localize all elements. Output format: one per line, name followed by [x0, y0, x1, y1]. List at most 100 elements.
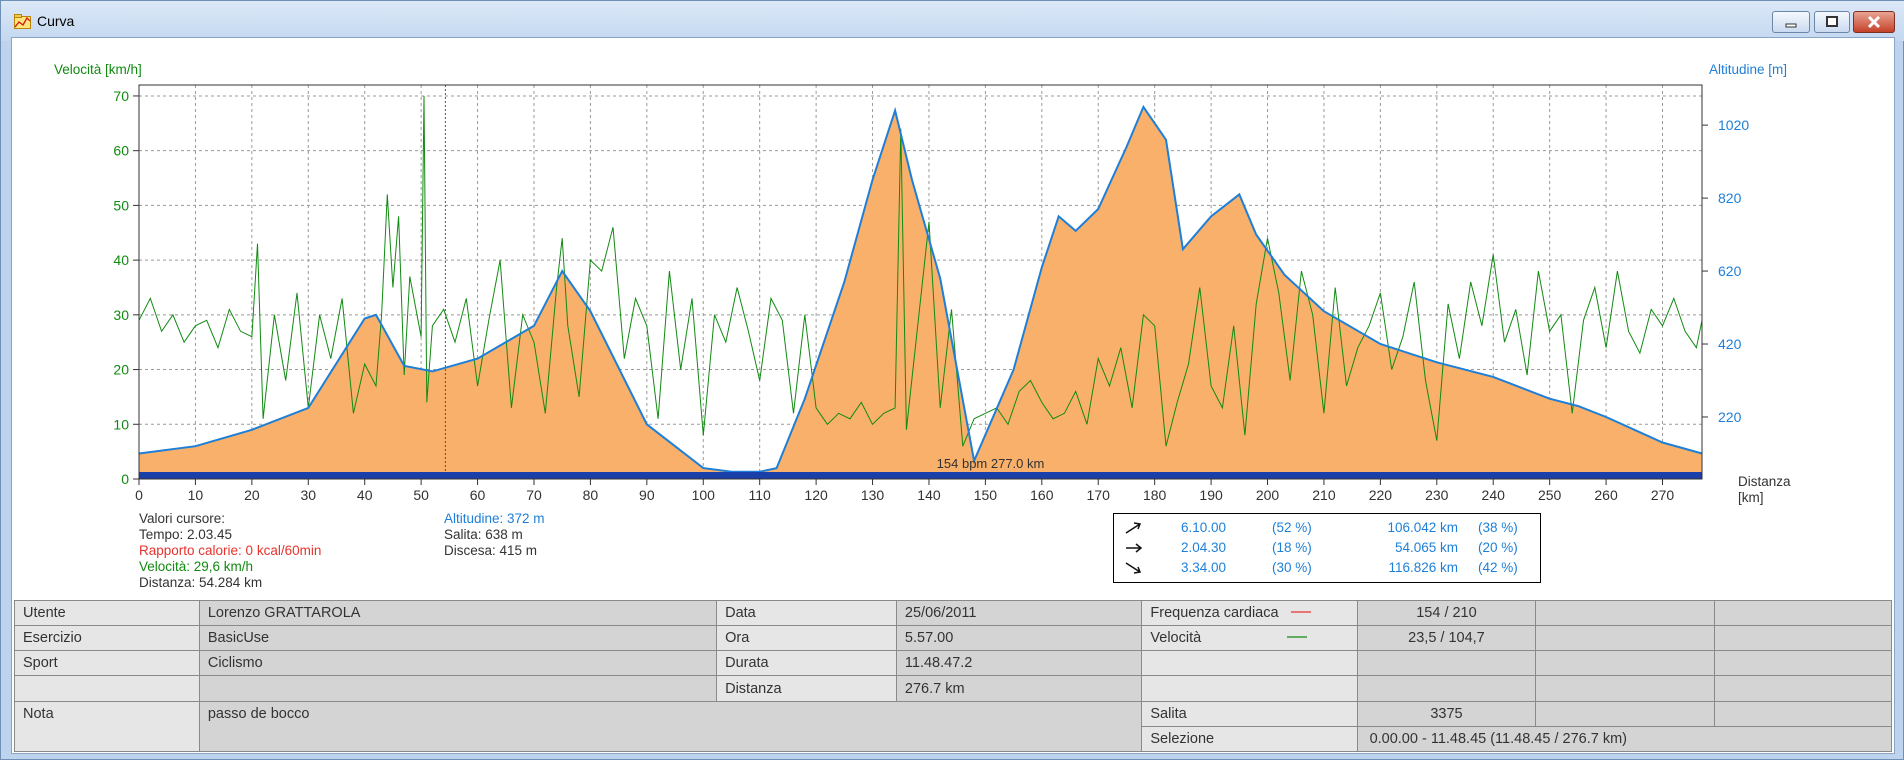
- x-tick-label: 120: [804, 487, 828, 503]
- hr-legend-line: [1290, 611, 1311, 613]
- vel-value: 23,5 / 104,7: [1356, 625, 1537, 652]
- table-row: Esercizio BasicUse Ora 5.57.00 Velocità …: [14, 625, 1892, 652]
- chart-panel: 154 bpm 277.0 km 0 10 20 30 40 50 60 70 80 90 100 11…: [11, 37, 1895, 754]
- sport-value: Ciclismo: [198, 650, 718, 677]
- empty-cell: [14, 675, 200, 702]
- x-tick-label: 200: [1256, 487, 1280, 503]
- uphill-time: 6.10.00: [1181, 520, 1227, 535]
- table-row: Selezione 0.00.00 - 11.48.45 (11.48.45 /…: [15, 725, 1893, 753]
- ora-value: 5.57.00: [895, 625, 1143, 652]
- x-tick-label: 90: [639, 487, 655, 503]
- table-row: Nota passo de bocco Salita 3375: [14, 700, 1892, 753]
- vel-label: Velocità: [1150, 630, 1202, 647]
- empty-cell: [1141, 650, 1358, 677]
- x-tick-label: 180: [1143, 487, 1167, 503]
- speed-legend-line: [1287, 636, 1308, 638]
- x-tick-label: 0: [135, 487, 143, 503]
- cursor-velocita: Velocità: 29,6 km/h: [139, 559, 254, 574]
- cursor-distanza: Distanza: 54.284 km: [139, 575, 263, 590]
- x-tick-label: 30: [300, 487, 316, 503]
- empty-cell: [1714, 599, 1892, 627]
- empty-cell: [1535, 700, 1716, 727]
- close-button[interactable]: [1853, 11, 1895, 33]
- data-value: 25/06/2011: [895, 599, 1143, 627]
- downhill-arrow-icon: [1125, 562, 1142, 574]
- title-bar[interactable]: Curva: [1, 1, 1904, 41]
- x-axis-label: Distanza [km]: [1738, 474, 1791, 505]
- altitude-speed-chart[interactable]: 154 bpm 277.0 km0 10 20 30 40 50 60 70 80 90 100 11…: [12, 38, 1896, 598]
- nota-label: Nota: [14, 700, 200, 753]
- y-left-tick-label: 30: [113, 307, 129, 323]
- x-tick-label: 150: [974, 487, 998, 503]
- x-tick-label: 170: [1087, 487, 1111, 503]
- uphill-time-pct: (52 %): [1272, 520, 1312, 535]
- slope-stats-box: 6.10.00 (52 %) 106.042 km (38 %) 2.04.30…: [1113, 513, 1541, 583]
- x-tick-label: 260: [1594, 487, 1618, 503]
- vel-label-cell: Velocità: [1141, 625, 1358, 652]
- x-tick-label: 100: [692, 487, 716, 503]
- cursor-header: Valori cursore:: [139, 511, 226, 526]
- y-right-tick-label: 220: [1718, 409, 1742, 425]
- cursor-calorie: Rapporto calorie: 0 kcal/60min: [139, 543, 322, 558]
- chart-app-icon: [14, 14, 31, 29]
- table-row: Utente Lorenzo GRATTAROLA Data 25/06/201…: [14, 599, 1892, 627]
- maximize-button[interactable]: [1814, 11, 1850, 33]
- downhill-distance-pct: (42 %): [1478, 560, 1518, 575]
- speed-line: [138, 95, 1703, 447]
- x-tick-label: 160: [1030, 487, 1054, 503]
- empty-cell: [1356, 675, 1537, 702]
- minimize-icon: [1785, 23, 1797, 28]
- x-tick-label: 110: [749, 487, 772, 503]
- fc-label-cell: Frequenza cardiaca: [1141, 599, 1358, 627]
- x-tick-label: 270: [1651, 487, 1675, 503]
- x-tick-label: 60: [470, 487, 486, 503]
- distance-bar: [139, 472, 1702, 479]
- empty-cell: [1714, 675, 1892, 702]
- flat-time-pct: (18 %): [1272, 540, 1312, 555]
- plot-frame: [138, 84, 1703, 480]
- empty-cell: [1141, 675, 1358, 702]
- esercizio-label: Esercizio: [14, 625, 200, 652]
- ora-label: Ora: [716, 625, 897, 652]
- durata-value: 11.48.47.2: [895, 650, 1143, 677]
- fc-label: Frequenza cardiaca: [1150, 605, 1279, 622]
- minimize-button[interactable]: [1772, 11, 1810, 33]
- distanza-value: 276.7 km: [895, 675, 1143, 702]
- x-tick-label: 220: [1369, 487, 1393, 503]
- salita-label: Salita: [1141, 700, 1358, 727]
- table-row: Distanza 276.7 km: [14, 675, 1892, 702]
- y-right-tick-label: 420: [1718, 336, 1742, 352]
- cursor-discesa: Discesa: 415 m: [444, 543, 538, 558]
- stats-row-downhill: 3.34.00 (30 %) 116.826 km (42 %): [1114, 558, 1540, 578]
- y-left-tick-label: 10: [113, 416, 129, 432]
- x-tick-label: 240: [1482, 487, 1506, 503]
- x-tick-label: 140: [917, 487, 941, 503]
- empty-cell: [1356, 650, 1537, 677]
- x-tick-label: 70: [526, 487, 542, 503]
- esercizio-value: BasicUse: [198, 625, 718, 652]
- empty-cell: [1535, 650, 1716, 677]
- selezione-label: Selezione: [1141, 725, 1358, 753]
- table-row: Sport Ciclismo Durata 11.48.47.2: [14, 650, 1892, 677]
- empty-cell: [1714, 650, 1892, 677]
- x-tick-label: 250: [1538, 487, 1562, 503]
- x-tick-label: 10: [188, 487, 204, 503]
- altitude-line: [138, 104, 1703, 473]
- empty-cell: [1714, 700, 1892, 727]
- close-icon: [1867, 15, 1881, 29]
- restore-icon: [1826, 16, 1838, 27]
- flat-distance-pct: (20 %): [1478, 540, 1518, 555]
- downhill-time: 3.34.00: [1181, 560, 1227, 575]
- x-tick-label: 50: [413, 487, 429, 503]
- y-right-tick-label: 620: [1718, 263, 1742, 279]
- empty-cell: [1535, 599, 1716, 627]
- y-left-tick-label: 0: [121, 471, 129, 487]
- durata-label: Durata: [716, 650, 897, 677]
- selezione-value: 0.00.00 - 11.48.45 (11.48.45 / 276.7 km): [1356, 725, 1893, 753]
- y-left-tick-label: 50: [113, 197, 129, 213]
- y-right-tick-label: 820: [1718, 190, 1742, 206]
- utente-label: Utente: [14, 599, 200, 627]
- x-tick-label: 20: [244, 487, 260, 503]
- empty-cell: [1714, 625, 1892, 652]
